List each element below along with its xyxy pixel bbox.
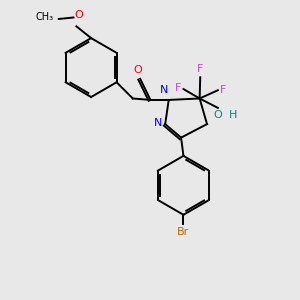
Text: F: F xyxy=(175,83,181,93)
Text: H: H xyxy=(229,110,238,120)
Text: Br: Br xyxy=(177,227,190,237)
Text: O: O xyxy=(74,11,83,20)
Text: N: N xyxy=(160,85,169,95)
Text: F: F xyxy=(197,64,203,74)
Text: O: O xyxy=(134,65,142,75)
Text: F: F xyxy=(220,85,226,94)
Text: O: O xyxy=(214,110,222,120)
Text: CH₃: CH₃ xyxy=(35,13,53,22)
Text: N: N xyxy=(154,118,162,128)
